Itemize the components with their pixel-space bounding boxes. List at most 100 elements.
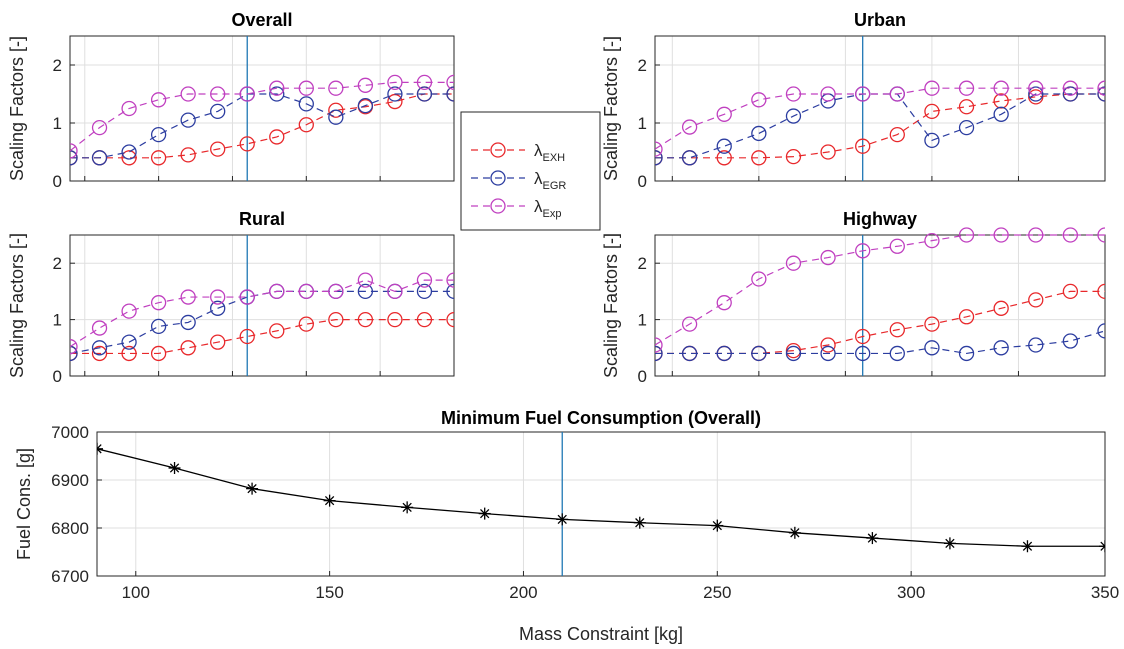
data-point-exp-rural xyxy=(70,339,78,355)
data-point-exh-highway xyxy=(889,322,905,338)
data-point-exh-rural xyxy=(416,311,433,328)
data-point-egr-highway xyxy=(1062,333,1079,349)
data-point-exh-rural xyxy=(91,345,108,362)
data-point-exp-highway xyxy=(1062,227,1079,243)
asterisk-stroke xyxy=(945,538,955,549)
data-point-egr-overall xyxy=(269,86,285,102)
data-point-exp-overall xyxy=(70,143,78,159)
y-tick-label-fuel: 6900 xyxy=(51,471,89,490)
y-axis-label-rural: Scaling Factors [-] xyxy=(7,233,27,378)
data-point-fuel xyxy=(168,462,181,474)
data-point-egr-urban xyxy=(958,119,975,136)
data-point-exp-highway xyxy=(820,249,836,266)
data-point-exp-rural xyxy=(150,295,167,311)
legend-marker-exp xyxy=(490,198,506,214)
data-point-exh-overall xyxy=(298,117,314,133)
asterisk-stroke xyxy=(97,447,102,454)
data-point-exh-overall xyxy=(269,129,285,145)
legend-symbol-egr: λ xyxy=(534,169,543,188)
asterisk-stroke xyxy=(867,533,878,543)
data-point-exh-rural xyxy=(387,311,403,328)
data-point-fuel xyxy=(943,537,956,550)
data-point-egr-highway xyxy=(751,345,767,362)
data-point-egr-urban xyxy=(655,150,663,166)
data-point-egr-overall xyxy=(416,86,433,102)
data-point-egr-rural xyxy=(446,283,454,300)
data-point-exh-overall xyxy=(150,150,167,166)
legend-entry-exp: λExp xyxy=(471,197,561,220)
data-point-egr-overall xyxy=(298,96,314,112)
data-point-exp-urban xyxy=(855,86,871,102)
data-point-egr-overall xyxy=(70,150,78,166)
data-point-exp-overall xyxy=(121,100,137,117)
panel-overall: 0 1 2 Overall Scaling Factors [-] xyxy=(7,10,455,191)
asterisk-stroke xyxy=(1100,541,1105,548)
data-point-exp-highway xyxy=(716,295,732,311)
data-point-egr-highway xyxy=(855,345,871,362)
y-axis-label-highway: Scaling Factors [-] xyxy=(601,233,621,378)
asterisk-stroke xyxy=(169,463,180,473)
data-point-fuel xyxy=(97,442,103,455)
plot-area-urban xyxy=(655,36,1105,181)
data-point-fuel xyxy=(323,494,336,507)
data-point-exh-urban xyxy=(716,150,732,166)
series-line-fuel-fuel xyxy=(97,448,1105,547)
data-point-exp-rural xyxy=(416,272,433,288)
data-point-egr-overall xyxy=(150,126,167,143)
axes-box-highway xyxy=(654,234,1106,377)
data-point-exh-rural xyxy=(150,345,167,362)
data-point-exp-overall xyxy=(239,86,255,102)
legend-label-exp: λExp xyxy=(534,197,561,220)
data-point-exp-urban xyxy=(785,86,802,102)
axes-box-fuel xyxy=(96,431,1106,577)
axes-box-rural xyxy=(69,234,455,377)
y-tick-label-urban: 1 xyxy=(638,114,647,133)
legend-subscript-exp: Exp xyxy=(543,208,562,220)
data-point-exh-overall xyxy=(239,136,255,152)
asterisk-stroke xyxy=(97,444,102,450)
data-point-egr-highway xyxy=(820,345,836,362)
data-point-exp-rural xyxy=(387,283,403,300)
data-point-exp-highway xyxy=(785,255,802,271)
data-point-exp-overall xyxy=(180,86,196,102)
data-point-exp-highway xyxy=(855,243,871,259)
plot-content-overall xyxy=(70,36,454,181)
data-point-exp-highway xyxy=(655,337,663,353)
data-point-exp-urban xyxy=(681,119,698,135)
asterisk-stroke xyxy=(635,518,645,528)
data-point-exp-rural xyxy=(239,289,255,305)
data-point-exp-urban xyxy=(1028,80,1044,96)
y-tick-label-rural: 0 xyxy=(53,367,62,386)
data-point-exp-rural xyxy=(269,283,285,300)
y-axis-label-urban: Scaling Factors [-] xyxy=(601,36,621,181)
data-point-exp-highway xyxy=(751,271,767,287)
data-point-exp-highway xyxy=(1028,227,1044,243)
series-line-egr-overall xyxy=(70,93,454,159)
plot-content-highway xyxy=(655,227,1105,376)
data-point-exh-highway xyxy=(993,300,1009,316)
data-point-egr-highway xyxy=(924,340,940,356)
plot-area-fuel xyxy=(97,432,1105,576)
data-point-egr-rural xyxy=(180,314,196,331)
data-point-exh-overall xyxy=(121,150,137,166)
data-point-exp-overall xyxy=(357,77,374,93)
legend-symbol-exp: λ xyxy=(534,197,543,216)
x-tick-label-fuel: 100 xyxy=(122,583,150,602)
data-point-exp-urban xyxy=(1097,80,1105,96)
data-point-exp-rural xyxy=(121,303,137,319)
data-point-fuel xyxy=(633,516,646,529)
data-point-exh-urban xyxy=(889,126,905,143)
series-line-exp-rural xyxy=(70,279,454,348)
legend-entry-egr: λEGR xyxy=(471,169,566,192)
x-axis-label-fuel: Mass Constraint [kg] xyxy=(519,624,683,644)
data-point-egr-overall xyxy=(180,112,196,128)
data-point-fuel xyxy=(478,507,491,520)
legend-symbol-exh: λ xyxy=(534,141,543,160)
data-point-fuel xyxy=(401,501,414,514)
data-point-exp-overall xyxy=(416,74,433,91)
data-point-egr-urban xyxy=(1028,86,1044,102)
series-line-exh-rural xyxy=(70,319,454,355)
legend-label-egr: λEGR xyxy=(534,169,566,192)
y-tick-label-rural: 1 xyxy=(53,311,62,330)
